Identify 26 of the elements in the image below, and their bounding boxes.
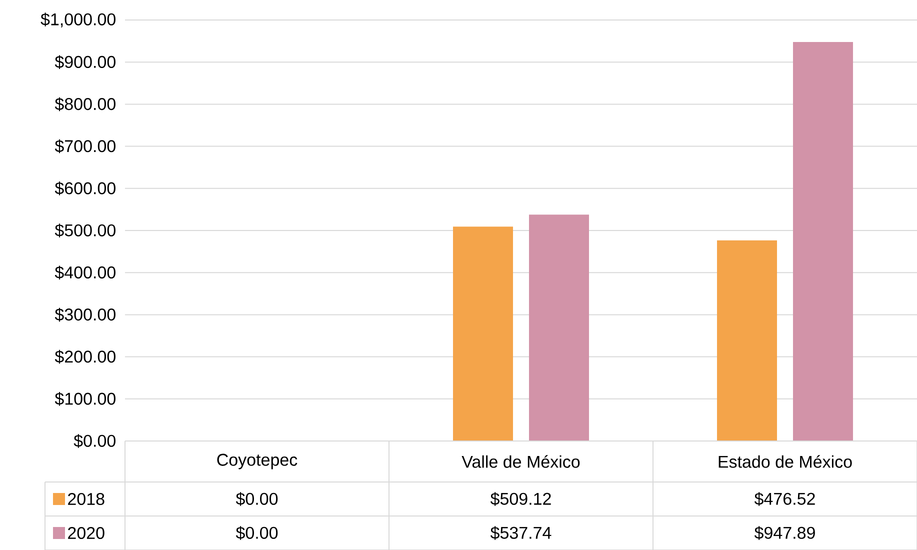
x-tick-label: Coyotepec: [217, 454, 298, 470]
data-label: $476.52: [754, 492, 815, 506]
y-tick-label: $600.00: [54, 182, 116, 196]
y-tick-label: $300.00: [54, 308, 116, 322]
x-tick-label: Valle de México: [462, 455, 580, 468]
bar: [793, 42, 854, 441]
bar: [529, 214, 590, 441]
y-tick-label: $400.00: [54, 266, 116, 280]
y-tick-label: $200.00: [54, 350, 116, 364]
y-tick-label: $100.00: [54, 392, 116, 406]
y-tick-label: $1,000.00: [40, 12, 116, 28]
x-tick-label: Estado de México: [718, 455, 852, 468]
y-tick-label: $0.00: [74, 434, 116, 448]
y-tick-label: $800.00: [54, 97, 116, 112]
data-label: $509.12: [490, 492, 551, 506]
data-label: $947.89: [754, 526, 815, 540]
y-tick-label: $700.00: [54, 139, 116, 154]
legend-label: 2018: [68, 492, 104, 506]
y-tick-label: $500.00: [54, 224, 116, 238]
y-tick-label: $900.00: [54, 55, 116, 69]
bar: [453, 226, 514, 441]
data-label: $0.00: [236, 526, 278, 540]
bar: [717, 240, 778, 441]
legend-label: 2020: [68, 526, 104, 540]
data-label: $537.74: [490, 526, 552, 540]
data-label: $0.00: [236, 492, 278, 506]
